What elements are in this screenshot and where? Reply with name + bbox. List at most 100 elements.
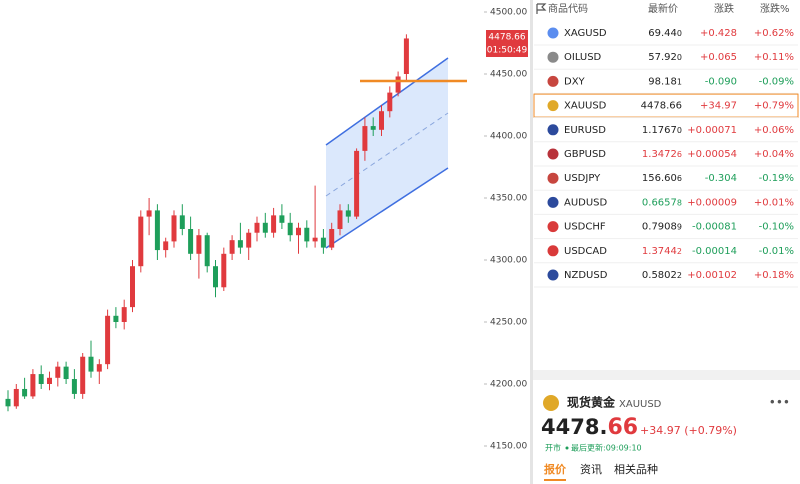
tab[interactable]: 报价 <box>544 462 567 476</box>
candle-body <box>312 237 318 242</box>
price-main: 4478.66 <box>641 101 682 112</box>
price: 156.606 <box>642 173 682 184</box>
y-tick-label: 4450.00 <box>490 70 527 80</box>
row[interactable] <box>534 239 798 263</box>
y-axis: 4500.00 4450.00 4400.00 4350.00 4300.00 4250.… <box>484 8 527 452</box>
price-tag: 4478.66 <box>488 33 525 43</box>
column-header: 商品代码 <box>548 2 588 15</box>
candle-body <box>345 210 351 217</box>
price-main: 0.7908 <box>642 222 677 233</box>
symbol: USDCAD <box>564 246 607 257</box>
candle-body <box>296 227 301 236</box>
change: +0.00009 <box>687 197 737 208</box>
change-pct: +0.11% <box>754 52 794 63</box>
price-main: 1.1767 <box>642 125 677 136</box>
status-dot <box>565 446 569 450</box>
channel-upper <box>325 57 449 146</box>
row[interactable] <box>534 166 798 190</box>
symbol-icon <box>547 148 559 160</box>
candle-body <box>237 240 243 248</box>
symbol-icon <box>547 269 559 281</box>
price-tail: 0 <box>677 125 682 134</box>
candle-body <box>304 227 310 242</box>
candle-body <box>188 229 194 254</box>
price-main: 98.18 <box>648 76 677 87</box>
more-icon[interactable]: ••• <box>769 396 790 410</box>
row[interactable] <box>534 215 798 239</box>
row[interactable] <box>534 69 798 93</box>
price: 98.181 <box>648 76 682 87</box>
candle-body <box>213 266 218 288</box>
candle-body <box>30 374 36 397</box>
flag-icon[interactable] <box>536 3 547 14</box>
column-header: 最新价 <box>648 2 678 15</box>
candle-body <box>204 235 210 267</box>
candle-body <box>13 388 19 407</box>
change: +0.00071 <box>687 125 737 136</box>
row[interactable] <box>534 45 798 69</box>
symbol-icon <box>547 27 559 39</box>
row[interactable] <box>534 21 798 45</box>
change-pct: +0.62% <box>754 28 794 39</box>
channel-lower <box>325 167 449 249</box>
price: 69.440 <box>648 28 682 39</box>
symbol: XAUUSD <box>564 101 607 112</box>
row[interactable] <box>534 263 798 287</box>
price-tail: 9 <box>677 222 682 231</box>
symbol-icon <box>547 221 559 233</box>
candle-body <box>262 222 268 233</box>
price-main: 1.3472 <box>642 149 677 160</box>
candle-body <box>271 215 277 233</box>
candle-body <box>38 374 44 384</box>
change: -0.00014 <box>692 246 737 257</box>
candle-body <box>395 76 401 93</box>
symbol: OILUSD <box>564 52 602 63</box>
gold-icon <box>543 395 559 411</box>
tab[interactable]: 相关品种 <box>614 462 658 476</box>
symbol-icon <box>547 124 559 136</box>
candle-body <box>63 366 69 380</box>
row[interactable] <box>534 142 798 166</box>
candle-body <box>163 241 169 251</box>
candle-body <box>246 232 252 248</box>
change: +0.065 <box>700 52 737 63</box>
symbol-icon <box>547 245 559 257</box>
row[interactable] <box>534 190 798 214</box>
candle-body <box>221 253 227 288</box>
candle-body <box>229 240 235 254</box>
tab[interactable]: 资讯 <box>580 463 602 476</box>
symbol: USDCHF <box>564 222 606 233</box>
symbol-icon <box>547 51 559 63</box>
symbol-icon <box>547 196 559 208</box>
y-tick-label: 4200.00 <box>490 380 527 390</box>
candle-body <box>196 235 202 254</box>
candle-body <box>88 356 94 372</box>
change: -0.00081 <box>692 222 737 233</box>
candle-body <box>254 222 260 233</box>
y-tick-label: 4400.00 <box>490 132 527 142</box>
candle-body <box>80 356 86 394</box>
detail-change: +34.97 (+0.79%) <box>640 424 737 437</box>
candle-body <box>320 237 326 248</box>
candle-body <box>146 210 152 217</box>
price-tail: 0 <box>677 29 682 38</box>
candle-body <box>279 215 285 223</box>
countdown: 01:50:49 <box>487 46 528 56</box>
detail-price-main: 4478. <box>541 415 607 439</box>
candle-body <box>337 210 343 229</box>
row[interactable] <box>534 118 798 142</box>
change-pct: +0.79% <box>754 101 794 112</box>
price-tag-bg <box>486 30 528 57</box>
price: 1.34726 <box>642 149 682 160</box>
price: 0.66578 <box>642 197 682 208</box>
price-main: 0.5802 <box>642 270 677 281</box>
price-tail: 2 <box>677 271 682 280</box>
candle-body <box>287 222 293 236</box>
change-pct: -0.09% <box>759 76 794 87</box>
channel-mid <box>325 112 449 197</box>
price-main: 1.3744 <box>642 246 677 257</box>
candle-body <box>96 364 102 372</box>
change-pct: +0.04% <box>754 149 794 160</box>
